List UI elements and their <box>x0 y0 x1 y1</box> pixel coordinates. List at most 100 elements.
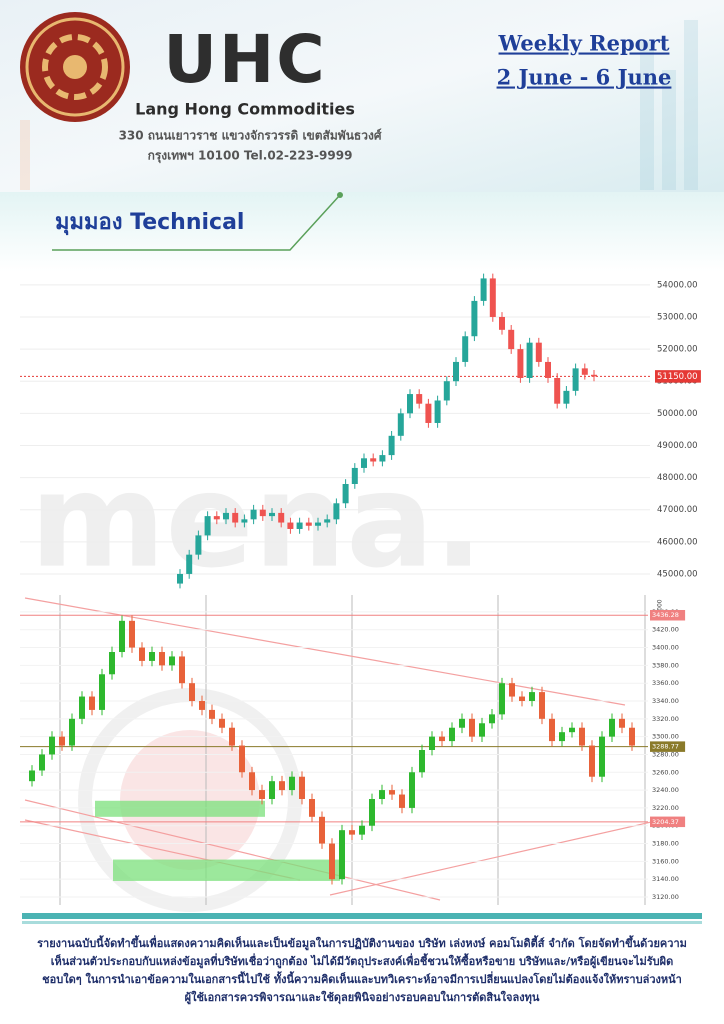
disclaimer-line: เห็นส่วนตัวประกอบกับแหล่งข้อมูลที่บริษัท… <box>51 953 673 969</box>
price-line-tag <box>650 741 686 752</box>
candle-body <box>333 503 340 520</box>
candle-body <box>186 554 193 574</box>
candle-body <box>579 727 585 746</box>
candle-body <box>489 714 495 724</box>
price-line-label: 3288.77 <box>652 743 679 751</box>
candle-body <box>199 701 205 710</box>
footer-bar <box>22 913 702 919</box>
y-tick-label: 3380.00 <box>652 661 679 669</box>
candle-body <box>379 790 385 799</box>
candle-body <box>480 278 487 301</box>
candle-body <box>453 361 459 382</box>
candle-body <box>508 329 515 350</box>
footer-bar <box>22 921 702 924</box>
candle-body <box>195 535 202 555</box>
candle-body <box>351 467 358 484</box>
candle-body <box>379 455 386 462</box>
y-tick-label: 3420.00 <box>652 626 679 634</box>
y-tick-label: 49000.00 <box>657 441 698 451</box>
candle-body <box>269 781 275 799</box>
support-zone <box>113 859 340 881</box>
candle-body <box>99 674 105 710</box>
address-line: กรุงเทพฯ 10100 Tel.02-223-9999 <box>148 149 353 164</box>
candle-body <box>223 512 229 520</box>
candle-body <box>361 458 367 468</box>
candle-body <box>479 723 485 737</box>
candle-body <box>189 683 195 702</box>
report-dates: 2 June - 6 June <box>497 65 672 90</box>
candle-body <box>339 830 345 880</box>
candle-body <box>213 516 220 520</box>
y-tick-label: 3240.00 <box>652 786 679 794</box>
trend-lines <box>24 597 661 901</box>
y-tick-label: 3160.00 <box>652 857 679 865</box>
candle-body <box>315 522 321 526</box>
price-line-label: 3204.37 <box>652 818 679 826</box>
candle-body <box>599 736 605 777</box>
scale-label: 1000 <box>657 599 664 614</box>
y-tick-label: 3220.00 <box>652 804 679 812</box>
candle-body <box>519 696 525 702</box>
candle-body <box>299 776 305 799</box>
report-title: Weekly Report <box>498 31 670 56</box>
support-zone <box>95 800 265 817</box>
candle-body <box>59 736 65 746</box>
disclaimer-line: ผู้ใช้เอกสารควรพิจารณาและใช้ดุลยพินิจอย่… <box>185 990 540 1005</box>
candle-body <box>296 522 303 529</box>
disclaimer: รายงานฉบับนี้จัดทำขึ้นเพื่อแสดงความคิดเห… <box>37 935 687 1005</box>
candle-body <box>279 781 285 791</box>
candle-body <box>359 825 365 835</box>
y-tick-label: 45000.00 <box>657 569 698 579</box>
price-line-tag <box>655 370 701 383</box>
y-tick-label: 47000.00 <box>657 505 698 515</box>
candle-body <box>259 790 265 799</box>
candle-body <box>629 727 635 746</box>
y-tick-label: 3400.00 <box>652 644 679 652</box>
candle-body <box>369 798 375 826</box>
candle-body <box>169 656 175 666</box>
candle-body <box>49 736 55 755</box>
candle-body <box>269 512 275 517</box>
candle-body <box>559 732 565 742</box>
candle-body <box>407 394 413 414</box>
y-tick-label: 3180.00 <box>652 840 679 848</box>
candle-body <box>159 652 165 666</box>
y-tick-label: 3340.00 <box>652 697 679 705</box>
candle-body <box>249 772 255 791</box>
candle-body <box>29 770 35 782</box>
header-decoration <box>20 20 698 190</box>
y-tick-label: 53000.00 <box>657 312 698 322</box>
candle-body <box>554 378 561 404</box>
candle-body <box>619 718 625 728</box>
candle-body <box>549 718 555 742</box>
candle-body <box>289 776 295 791</box>
candle-body <box>287 522 294 529</box>
candle-body <box>388 435 395 456</box>
candle-body <box>591 374 597 377</box>
candle-body <box>349 830 355 835</box>
y-tick-label: 54000.00 <box>657 280 698 290</box>
candle-body <box>545 361 551 378</box>
y-tick-label: 3280.00 <box>652 750 679 758</box>
company-name: Lang Hong Commodities <box>135 100 355 119</box>
y-tick-label: 3300.00 <box>652 733 679 741</box>
y-tick-label: 52000.00 <box>657 345 698 355</box>
candle-body <box>229 727 235 746</box>
chart-panel <box>20 272 705 590</box>
candle-body <box>219 718 225 728</box>
candle-body <box>419 750 425 773</box>
candle-body <box>509 683 515 697</box>
candle-body <box>563 390 570 404</box>
disclaimer-line: รายงานฉบับนี้จัดทำขึ้นเพื่อแสดงความคิดเห… <box>37 935 687 951</box>
candle-body <box>119 620 125 653</box>
price-line-tag <box>650 609 686 621</box>
candle-body <box>319 816 325 844</box>
price-line-label: 51150.00 <box>657 372 698 382</box>
candle-body <box>232 512 239 523</box>
disclaimer-line: ชอบใดๆ ในการนำเอาข้อความในเอกสารนี้ไปใช้… <box>42 971 682 986</box>
candle-body <box>535 342 542 362</box>
candle-body <box>471 300 478 337</box>
candle-body <box>139 647 145 661</box>
title-dot <box>337 192 343 198</box>
